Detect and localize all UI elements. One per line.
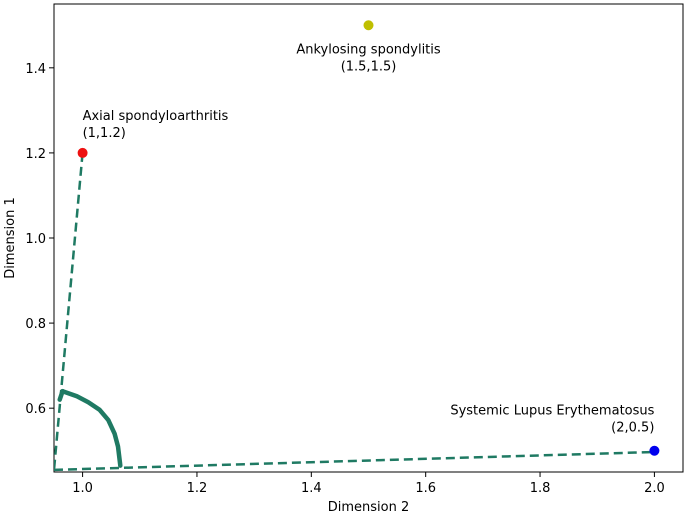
angle-arc-corner xyxy=(57,388,65,402)
dashed-connector xyxy=(54,152,84,470)
x-tick-label: 2.0 xyxy=(644,481,665,496)
x-tick-label: 1.8 xyxy=(530,481,551,496)
point-label: Ankylosing spondylitis xyxy=(296,42,441,57)
point-coord-label: (1.5,1.5) xyxy=(341,59,397,74)
y-axis-label: Dimension 1 xyxy=(3,197,18,279)
y-tick-label: 1.2 xyxy=(25,147,46,162)
y-tick-label: 1.4 xyxy=(25,62,46,77)
point-label: Axial spondyloarthritis xyxy=(83,109,229,124)
data-points xyxy=(77,20,660,456)
x-tick-label: 1.0 xyxy=(72,481,93,496)
axis-ticks: 1.0 1.2 1.4 1.6 1.8 2.0 0.6 0.8 1.0 1.2 1.4 xyxy=(25,62,664,496)
point-annotations: Axial spondyloarthritis (1,1.2) Ankylosing… xyxy=(83,42,655,435)
x-tick-label: 1.6 xyxy=(415,481,436,496)
y-tick-label: 0.6 xyxy=(25,402,46,417)
point-coord-label: (1,1.2) xyxy=(83,126,126,141)
data-point xyxy=(77,147,88,158)
data-point xyxy=(363,20,374,31)
x-axis-label: Dimension 2 xyxy=(328,500,410,515)
connecting-lines xyxy=(54,152,655,472)
x-tick-label: 1.2 xyxy=(187,481,208,496)
point-coord-label: (2,0.5) xyxy=(611,421,654,436)
dashed-connector xyxy=(54,450,655,472)
angle-arc xyxy=(60,388,123,468)
x-tick-label: 1.4 xyxy=(301,481,322,496)
point-label: Systemic Lupus Erythematosus xyxy=(450,404,654,419)
y-tick-label: 0.8 xyxy=(25,317,46,332)
data-point xyxy=(649,445,660,456)
y-tick-label: 1.0 xyxy=(25,232,46,247)
